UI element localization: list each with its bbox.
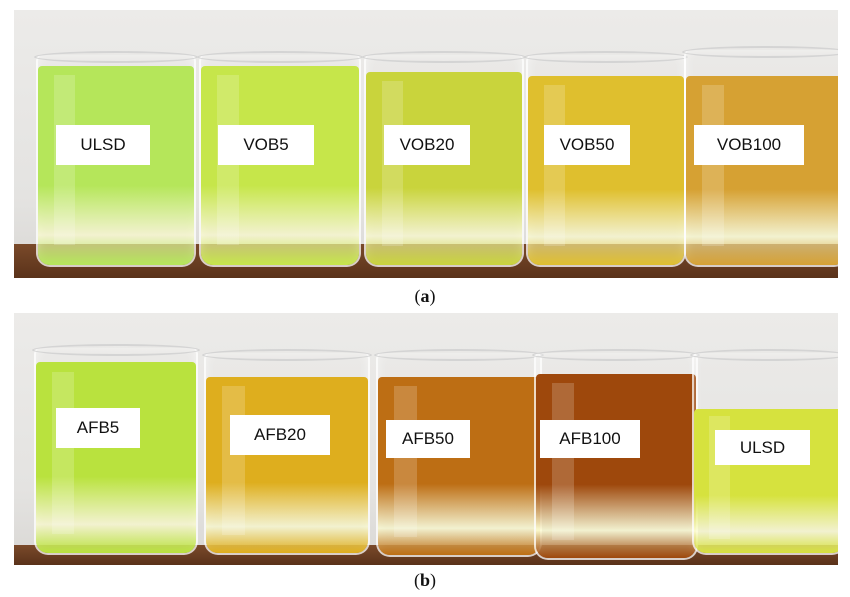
sample-label: VOB50 bbox=[544, 125, 630, 165]
beaker bbox=[202, 349, 372, 555]
liquid-sample bbox=[528, 76, 684, 265]
photo-panel-a: ULSD VOB5 VOB20 VOB50 VOB100 bbox=[14, 10, 838, 278]
beaker bbox=[197, 51, 363, 267]
beaker-rim bbox=[34, 51, 198, 63]
caption-paren: ) bbox=[430, 570, 436, 590]
photo-panel-b: AFB5 AFB20 AFB50 AFB100 ULSD bbox=[14, 313, 838, 565]
sample-label: VOB20 bbox=[384, 125, 470, 165]
beaker-rim bbox=[362, 51, 526, 63]
sample-label: AFB20 bbox=[230, 415, 330, 455]
beaker bbox=[34, 51, 198, 267]
sample-label: VOB100 bbox=[694, 125, 804, 165]
beaker bbox=[32, 344, 200, 555]
caption-letter: b bbox=[419, 570, 430, 590]
caption-paren: ( bbox=[414, 286, 421, 306]
beaker-rim bbox=[202, 349, 372, 361]
caption-a: (a) bbox=[0, 286, 850, 307]
beaker-rim bbox=[197, 51, 363, 63]
liquid-sample bbox=[201, 65, 359, 265]
sample-label: AFB100 bbox=[540, 420, 640, 458]
sample-label: ULSD bbox=[715, 430, 810, 465]
liquid-sample bbox=[686, 75, 838, 265]
sample-label: AFB5 bbox=[56, 408, 140, 448]
caption-b: (b) bbox=[0, 570, 850, 591]
beaker bbox=[374, 349, 544, 557]
beaker-rim bbox=[374, 349, 544, 361]
caption-paren: ) bbox=[429, 286, 436, 306]
beaker-rim bbox=[532, 349, 700, 361]
beaker bbox=[362, 51, 526, 267]
sample-label: AFB50 bbox=[386, 420, 470, 458]
beaker-rim bbox=[690, 349, 838, 361]
beaker-rim bbox=[524, 51, 688, 63]
sample-label: VOB5 bbox=[218, 125, 314, 165]
liquid-sample bbox=[536, 373, 696, 558]
caption-letter: a bbox=[420, 286, 430, 306]
liquid-sample bbox=[378, 377, 540, 555]
liquid-sample bbox=[38, 65, 194, 265]
caption-paren: ( bbox=[413, 570, 420, 590]
liquid-sample bbox=[36, 362, 196, 553]
liquid-sample bbox=[206, 377, 368, 553]
liquid-sample bbox=[366, 71, 522, 265]
beaker-rim bbox=[682, 46, 838, 58]
beaker-rim bbox=[32, 344, 200, 356]
beaker bbox=[682, 46, 838, 267]
sample-label: ULSD bbox=[56, 125, 150, 165]
